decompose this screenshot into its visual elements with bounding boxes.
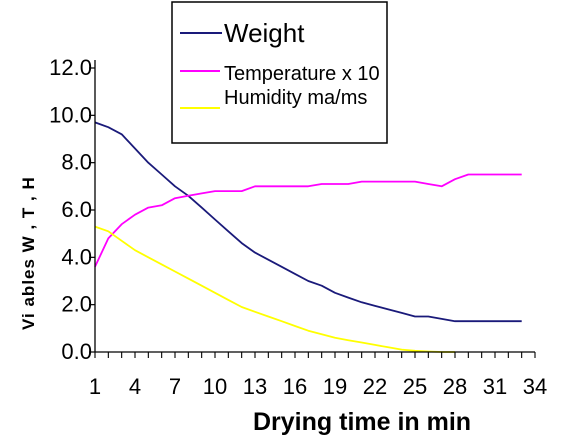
- y-tick-label: 6.0: [61, 197, 92, 222]
- plot-series-group: [94, 121, 522, 352]
- legend-label-weight: Weight: [224, 18, 305, 48]
- x-tick-label: 10: [203, 374, 227, 399]
- y-tick-label: 10.0: [49, 102, 92, 127]
- chart-legend: Weight Temperature x 10 Humidity ma/ms: [171, 1, 388, 144]
- y-axis-title: Vi ables W , T , H: [19, 176, 38, 330]
- x-tick-label: 19: [323, 374, 347, 399]
- x-tick-label: 13: [243, 374, 267, 399]
- axes-group: 0.0 2.0 4.0 6.0 8.0 10.0 12.0 1 4 7 10 13 16 19 22 25 28…: [49, 55, 547, 399]
- legend-label-temperature: Temperature x 10: [224, 63, 380, 85]
- x-tick-label: 1: [89, 374, 101, 399]
- x-tick-label: 4: [129, 374, 141, 399]
- legend-label-humidity: Humidity ma/ms: [224, 87, 367, 109]
- x-tick-label: 7: [169, 374, 181, 399]
- x-tick-label: 16: [283, 374, 307, 399]
- x-tick-label: 31: [483, 374, 507, 399]
- y-tick-label: 12.0: [49, 55, 92, 80]
- y-tick-label: 0.0: [61, 339, 92, 364]
- y-tick-label: 4.0: [61, 244, 92, 269]
- y-tick-label: 2.0: [61, 292, 92, 317]
- x-tick-label: 25: [403, 374, 427, 399]
- series-line-temperature-x-10: [94, 173, 522, 268]
- y-tick-label: 8.0: [61, 150, 92, 175]
- legend-box: [171, 1, 388, 144]
- series-line-weight: [94, 121, 522, 323]
- x-axis-title: Drying time in min: [253, 408, 471, 436]
- x-tick-label: 28: [443, 374, 467, 399]
- x-tick-label: 34: [523, 374, 547, 399]
- x-tick-label: 22: [363, 374, 387, 399]
- series-line-humidity-ma-ms: [95, 227, 522, 352]
